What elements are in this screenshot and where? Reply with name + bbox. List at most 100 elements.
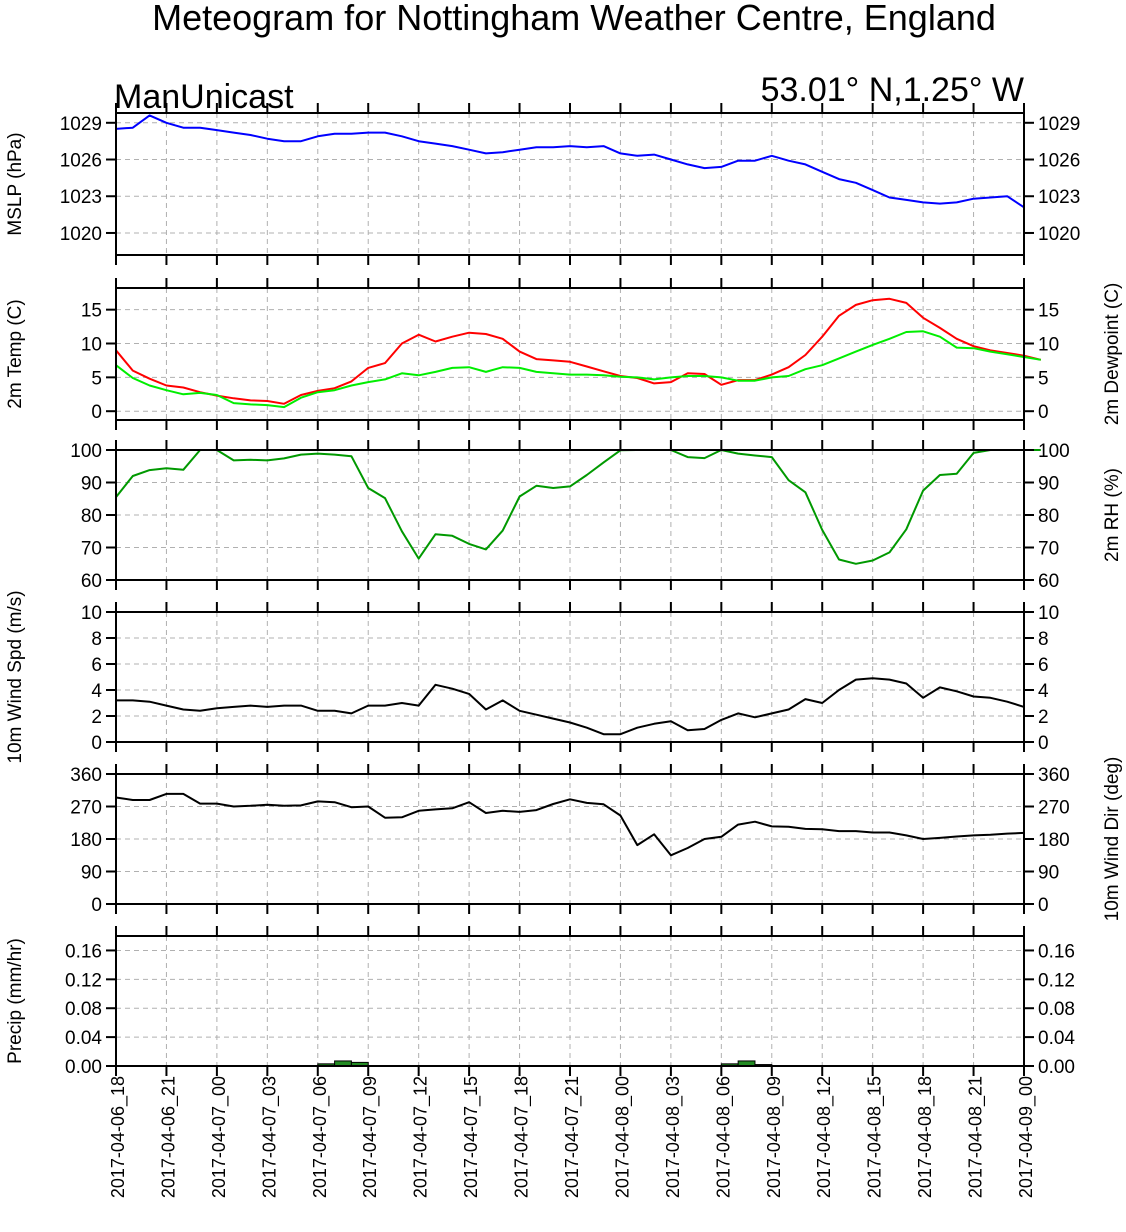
xtick-label: 2017-04-08_00 xyxy=(612,1076,633,1198)
xtick-label: 2017-04-06_18 xyxy=(108,1076,129,1198)
xtick-label: 2017-04-07_03 xyxy=(259,1076,280,1198)
ytick-label-left: 180 xyxy=(70,830,102,851)
ytick-label-left: 0.00 xyxy=(65,1057,102,1078)
ytick-label-left: 10 xyxy=(81,335,102,356)
xtick-label: 2017-04-08_06 xyxy=(713,1076,734,1198)
xtick-label: 2017-04-07_12 xyxy=(411,1076,432,1198)
ytick-label-left: 1020 xyxy=(60,224,102,245)
panel-temp: 0 0 5 5 10 10 15 15 2m Temp (C) 2m Dewpoint (C) xyxy=(5,278,1123,430)
ylabel-right: 2m RH (%) xyxy=(1102,468,1123,562)
series-line-wind xyxy=(115,792,1025,857)
ylabel-left: 10m Wind Spd (m/s) xyxy=(5,590,26,763)
xtick-label: 2017-04-06_21 xyxy=(158,1076,179,1198)
ytick-label-left: 60 xyxy=(81,571,102,592)
ytick-label-right: 4 xyxy=(1038,681,1049,702)
xtick-label: 2017-04-09_00 xyxy=(1016,1076,1037,1198)
ytick-label-left: 90 xyxy=(81,474,102,495)
ytick-label-right: 10 xyxy=(1038,603,1059,624)
ytick-label-right: 1020 xyxy=(1038,224,1080,245)
xtick-label: 2017-04-08_09 xyxy=(764,1076,785,1198)
panel-rh: 60 60 70 70 80 80 90 90 100 100 2m RH (%) xyxy=(70,440,1123,592)
ytick-label-left: 1026 xyxy=(60,151,102,172)
series-line-wind xyxy=(116,677,1025,736)
ytick-label-right: 0.08 xyxy=(1038,999,1075,1020)
ytick-label-left: 80 xyxy=(81,506,102,527)
ytick-label-right: 70 xyxy=(1038,539,1059,560)
ytick-label-right: 1023 xyxy=(1038,187,1080,208)
ytick-label-right: 0.16 xyxy=(1038,941,1075,962)
ytick-label-right: 0 xyxy=(1038,733,1049,754)
ytick-label-right: 8 xyxy=(1038,629,1049,650)
ylabel-left: 2m Temp (C) xyxy=(5,299,26,408)
ytick-label-left: 100 xyxy=(70,441,102,462)
ytick-label-right: 0 xyxy=(1038,895,1049,916)
model-name: ManUnicast xyxy=(114,78,294,116)
ytick-label-right: 80 xyxy=(1038,506,1059,527)
series-line-mslp xyxy=(115,114,1025,209)
ytick-label-left: 8 xyxy=(91,629,102,650)
panel-windspd: 0 0 2 2 4 4 6 6 8 8 10 10 10m Wind Spd (m/s) xyxy=(5,590,1059,763)
ytick-label-left: 270 xyxy=(70,798,102,819)
ytick-label-right: 2 xyxy=(1038,707,1049,728)
ylabel-right: 2m Dewpoint (C) xyxy=(1102,283,1123,426)
ytick-label-right: 5 xyxy=(1038,368,1049,389)
panel-precip: 0.00 0.00 0.04 0.04 0.08 0.08 0.12 0.12 0.16 0.16… xyxy=(5,926,1075,1078)
series-line-temp xyxy=(115,297,1042,405)
xtick-label: 2017-04-07_06 xyxy=(310,1076,331,1198)
ytick-label-right: 270 xyxy=(1038,798,1070,819)
ytick-label-left: 0 xyxy=(91,895,102,916)
ylabel-right: 10m Wind Dir (deg) xyxy=(1102,757,1123,922)
ytick-label-right: 10 xyxy=(1038,335,1059,356)
ytick-label-left: 0.04 xyxy=(65,1028,102,1049)
ytick-label-left: 70 xyxy=(81,539,102,560)
ytick-label-right: 15 xyxy=(1038,301,1059,322)
ytick-label-left: 2 xyxy=(91,707,102,728)
ytick-label-left: 0.08 xyxy=(65,999,102,1020)
series-line-dewpoint xyxy=(115,330,1041,409)
ylabel-left: MSLP (hPa) xyxy=(5,132,26,235)
series-line-rh xyxy=(115,449,1041,565)
ytick-label-right: 100 xyxy=(1038,441,1070,462)
xtick-label: 2017-04-07_21 xyxy=(562,1076,583,1198)
ytick-label-right: 180 xyxy=(1038,830,1070,851)
panel-mslp: 1020 1020 1023 1023 1026 1026 1029 1029 MSLP (hP… xyxy=(5,103,1080,265)
ytick-label-right: 60 xyxy=(1038,571,1059,592)
ylabel-left: Precip (mm/hr) xyxy=(5,938,26,1064)
ytick-label-left: 0.16 xyxy=(65,941,102,962)
ytick-label-right: 0.04 xyxy=(1038,1028,1075,1049)
ytick-label-left: 360 xyxy=(70,765,102,786)
ytick-label-right: 0 xyxy=(1038,402,1049,423)
xtick-label: 2017-04-08_15 xyxy=(865,1076,886,1198)
xtick-label: 2017-04-07_15 xyxy=(461,1076,482,1198)
ytick-label-right: 0.12 xyxy=(1038,970,1075,991)
station-coordinates: 53.01° N,1.25° W xyxy=(761,71,1024,109)
xtick-label: 2017-04-07_09 xyxy=(360,1076,381,1198)
xtick-label: 2017-04-07_18 xyxy=(512,1076,533,1198)
chart-title: Meteogram for Nottingham Weather Centre,… xyxy=(152,0,996,38)
ytick-label-right: 1026 xyxy=(1038,151,1080,172)
xtick-label: 2017-04-07_00 xyxy=(209,1076,230,1198)
ytick-label-left: 0 xyxy=(91,733,102,754)
ytick-label-left: 90 xyxy=(81,863,102,884)
ytick-label-left: 4 xyxy=(91,681,102,702)
ytick-label-right: 90 xyxy=(1038,863,1059,884)
ytick-label-left: 15 xyxy=(81,301,102,322)
ytick-label-left: 1029 xyxy=(60,114,102,135)
ytick-label-left: 10 xyxy=(81,603,102,624)
ytick-label-right: 6 xyxy=(1038,655,1049,676)
xtick-label: 2017-04-08_03 xyxy=(663,1076,684,1198)
ytick-label-right: 360 xyxy=(1038,765,1070,786)
ytick-label-left: 0 xyxy=(91,402,102,423)
xtick-label: 2017-04-08_21 xyxy=(966,1076,987,1198)
ytick-label-left: 5 xyxy=(91,368,102,389)
ytick-label-right: 0.00 xyxy=(1038,1057,1075,1078)
xtick-label: 2017-04-08_12 xyxy=(814,1076,835,1198)
xtick-label: 2017-04-08_18 xyxy=(915,1076,936,1198)
ytick-label-right: 1029 xyxy=(1038,114,1080,135)
panel-winddir: 0 0 90 90 180 180 270 270 360 360 10m Wind Dir (de… xyxy=(70,757,1123,922)
ytick-label-left: 1023 xyxy=(60,187,102,208)
ytick-label-left: 6 xyxy=(91,655,102,676)
ytick-label-left: 0.12 xyxy=(65,970,102,991)
